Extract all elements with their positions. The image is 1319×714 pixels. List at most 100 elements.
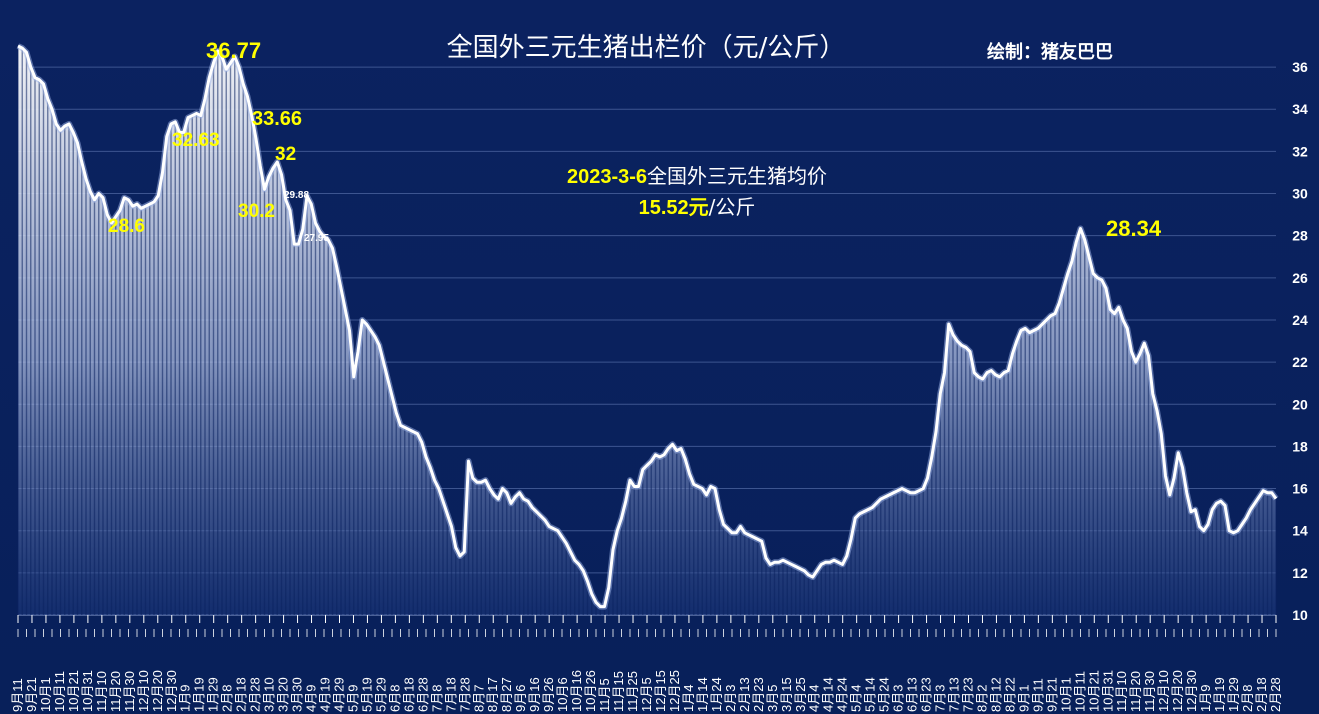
x-tick-label: 5月4 [849,685,864,712]
x-tick-label: 1月29 [1226,677,1241,712]
x-tick-label: 3月20 [276,677,291,712]
x-tick-label: 8月27 [499,677,514,712]
x-tick-label: 12月15 [653,670,668,712]
x-tick-label: 4月9 [304,685,319,712]
x-tick-label: 10月21 [66,670,81,712]
x-tick-label: 1月4 [681,685,696,712]
y-tick-label: 10 [1292,607,1308,623]
x-tick-label: 4月4 [807,685,822,712]
x-tick-label: 7月18 [443,677,458,712]
annotation-label: 27.95 [304,233,329,244]
annotation-label: 32 [275,144,296,165]
x-tick-label: 7月28 [457,677,472,712]
y-axis-ticks: 10 12 14 16 18 20 22 24 26 28 30 32 34 36 [1292,59,1308,623]
info-unit-yuan: 元 [689,197,709,219]
x-tick-label: 8月7 [471,685,486,712]
x-tick-label: 4月19 [318,677,333,712]
x-tick-label: 3月15 [779,677,794,712]
x-tick-label: 9月21 [1044,677,1059,712]
chart-title: 全国外三元生猪出栏价（元/公斤） [447,33,846,63]
y-tick-label: 32 [1292,143,1308,159]
y-tick-label: 14 [1292,523,1308,539]
x-tick-label: 2月28 [248,677,263,712]
x-tick-label: 2月28 [1268,677,1283,712]
x-tick-label: 7月8 [429,685,444,712]
x-tick-label: 1月9 [1198,685,1213,712]
x-tick-label: 10月6 [555,677,570,712]
x-tick-label: 5月29 [373,677,388,712]
x-tick-label: 11月10 [1114,671,1129,712]
x-tick-label: 2月23 [751,677,766,712]
x-tick-label: 6月18 [401,677,416,712]
x-tick-label: 10月11 [52,671,67,712]
x-tick-label: 2月3 [723,685,738,712]
info-unit-rest: /公斤 [709,195,756,219]
vertical-hatch [17,46,1277,615]
y-tick-label: 20 [1292,396,1308,412]
x-tick-label: 11月15 [611,671,626,712]
x-tick-label: 5月24 [877,677,892,712]
x-tick-label: 12月5 [639,677,654,712]
x-tick-label: 7月13 [947,677,962,712]
x-tick-label: 6月8 [387,685,402,712]
x-tick-label: 6月28 [415,677,430,712]
x-tick-label: 2月8 [1240,685,1255,712]
x-tick-label: 11月20 [108,671,123,712]
x-tick-label: 8月12 [988,677,1003,712]
annotation-label: 30.2 [238,201,275,222]
x-tick-label: 8月22 [1002,677,1017,712]
x-tick-label: 9月11 [10,678,25,712]
y-tick-label: 24 [1292,312,1308,328]
info-line-2: 15.52元/公斤 [639,195,756,219]
x-tick-label: 5月19 [359,677,374,712]
x-tick-label: 10月31 [1100,670,1115,712]
x-tick-label: 12月25 [667,670,682,712]
x-tick-label: 11月30 [122,671,137,712]
x-tick-label: 9月21 [24,677,39,712]
x-tick-label: 1月19 [192,677,207,712]
x-tick-label: 11月25 [625,671,640,712]
x-tick-label: 8月2 [974,685,989,712]
x-tick-label: 1月19 [1212,677,1227,712]
annotation-label: 33.66 [252,108,302,130]
x-tick-label: 10月16 [569,670,584,712]
x-tick-label: 9月16 [527,677,542,712]
x-tick-label: 11月30 [1142,671,1157,712]
x-tick-label: 2月18 [1254,677,1269,712]
x-tick-label: 12月10 [1156,670,1171,712]
x-tick-label: 7月3 [933,685,948,712]
annotation-label: 29.88 [284,190,309,201]
y-tick-label: 22 [1292,354,1308,370]
x-tick-label: 1月24 [709,677,724,712]
x-tick-label: 2月8 [220,685,235,712]
x-tick-label: 6月3 [891,685,906,712]
x-axis-ticks: 9月119月2110月110月1110月2110月3111月1011月2011月… [10,615,1283,712]
y-tick-label: 34 [1292,101,1308,117]
x-tick-label: 10月21 [1086,670,1101,712]
x-tick-label: 12月30 [1184,670,1199,712]
y-tick-label: 28 [1292,228,1308,244]
x-tick-label: 9月1 [1016,685,1031,712]
y-tick-label: 12 [1292,565,1308,581]
annotation-label: 28.34 [1106,216,1162,241]
x-tick-label: 9月26 [541,677,556,712]
x-tick-label: 1月29 [206,677,221,712]
info-box: 2023-3-6全国外三元生猪均价 15.52元/公斤 [567,164,827,219]
x-tick-label: 10月1 [38,677,53,712]
x-tick-label: 10月31 [80,670,95,712]
info-line-1: 2023-3-6全国外三元生猪均价 [567,164,827,188]
x-tick-label: 2月18 [234,677,249,712]
x-tick-label: 5月9 [345,685,360,712]
x-tick-label: 10月26 [583,670,598,712]
info-price: 15.52 [639,197,689,219]
x-tick-label: 1月9 [178,685,193,712]
y-tick-label: 36 [1292,59,1308,75]
y-tick-label: 26 [1292,270,1308,286]
x-tick-label: 4月24 [835,677,850,712]
series-line [16,43,1279,610]
y-tick-label: 16 [1292,481,1308,497]
x-tick-label: 9月11 [1030,678,1045,712]
x-tick-label: 11月5 [597,678,612,712]
x-tick-label: 11月10 [94,671,109,712]
